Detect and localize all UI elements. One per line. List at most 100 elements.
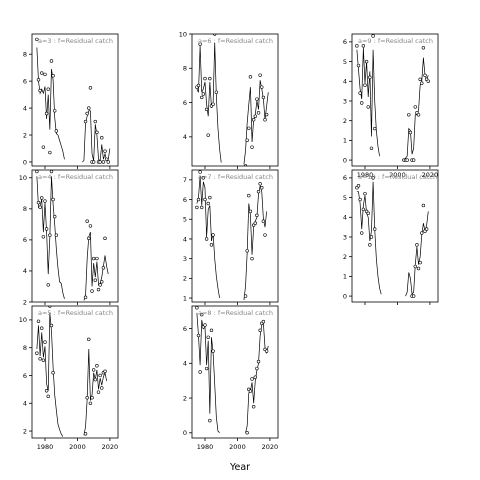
- panel-6: 0 1 2 3 4 5 6 a=10 : f=Residual catch: [343, 169, 439, 305]
- y-tick-label: 4: [343, 214, 347, 222]
- panel-3: 0 1 2 3 4 5 6 1980 2000 2020 a=9 : f=Residual catc…: [343, 33, 439, 179]
- observed-point: [48, 233, 52, 237]
- observed-point: [93, 377, 97, 382]
- observed-point: [49, 59, 54, 63]
- y-tick-label: 8: [183, 65, 187, 73]
- observed-point: [209, 328, 214, 333]
- x-tick-label: 2000: [69, 443, 86, 451]
- observed-point: [363, 83, 367, 87]
- observed-point: [85, 219, 89, 223]
- y-tick-label: 2: [23, 298, 27, 306]
- observed-point: [206, 201, 210, 206]
- observed-point: [261, 319, 266, 324]
- observed-point: [424, 227, 429, 231]
- observed-point: [248, 75, 253, 79]
- observed-point: [408, 130, 413, 135]
- observed-point: [405, 158, 409, 162]
- observed-point: [200, 312, 204, 317]
- observed-point: [209, 243, 214, 247]
- observed-point: [46, 394, 50, 399]
- observed-point: [38, 357, 42, 361]
- observed-point: [88, 86, 93, 90]
- observed-point: [200, 205, 204, 210]
- observed-point: [418, 260, 422, 265]
- panel-frame: [351, 169, 439, 303]
- observed-point: [413, 264, 417, 269]
- panel-frame: [191, 33, 279, 167]
- observed-point: [38, 88, 42, 93]
- observed-point: [247, 193, 251, 198]
- y-tick-label: 4: [23, 400, 27, 408]
- y-tick-label: 8: [23, 344, 27, 352]
- observed-point: [93, 278, 97, 282]
- observed-point: [364, 59, 369, 64]
- panel-title: a=6 : f=Residual catch: [198, 37, 273, 45]
- fitted-line: [356, 181, 429, 297]
- y-tick-label: 8: [23, 51, 27, 59]
- x-tick-label: 1980: [37, 443, 54, 451]
- y-tick-label: 0: [343, 292, 347, 300]
- y-tick-label: 2: [183, 275, 187, 283]
- y-tick-label: 4: [23, 104, 27, 112]
- observed-point: [91, 368, 96, 372]
- observed-point: [356, 63, 361, 68]
- observed-point: [198, 370, 202, 374]
- observed-point: [245, 431, 249, 435]
- fitted-line: [356, 47, 429, 161]
- observed-point: [248, 209, 253, 214]
- observed-point: [204, 366, 209, 371]
- observed-point: [51, 370, 55, 375]
- observed-point: [203, 197, 207, 202]
- observed-point: [369, 235, 374, 239]
- panel-4: 2 4 6 8 10 a=4 : f=Residual catch: [19, 169, 119, 306]
- observed-point: [38, 205, 42, 209]
- y-tick-label: 6: [183, 325, 187, 333]
- fitted-line: [196, 312, 269, 434]
- observed-point: [51, 197, 55, 202]
- panel-title: a=5 : f=Residual catch: [38, 309, 113, 317]
- y-tick-label: 5: [343, 58, 347, 66]
- observed-point: [260, 186, 264, 190]
- y-tick-label: 6: [183, 196, 187, 204]
- y-tick-label: 4: [183, 235, 187, 243]
- observed-point: [49, 323, 54, 328]
- observed-point: [369, 146, 374, 150]
- fitted-line: [196, 175, 267, 301]
- observed-point: [100, 280, 104, 284]
- observed-point: [208, 418, 212, 423]
- observed-point: [258, 328, 262, 333]
- x-tick-label: 2020: [262, 443, 279, 451]
- observed-point: [36, 319, 41, 323]
- observed-point: [256, 111, 261, 115]
- observed-point: [200, 95, 204, 100]
- y-tick-label: 1: [183, 294, 187, 302]
- observed-point: [91, 256, 96, 261]
- observed-point: [248, 389, 253, 393]
- observed-point: [368, 243, 372, 247]
- observed-point: [44, 389, 49, 393]
- x-tick-label: 1980: [197, 443, 214, 451]
- y-tick-label: 0: [343, 156, 347, 164]
- observed-point: [373, 227, 377, 231]
- x-tick-label: 2000: [229, 443, 246, 451]
- panel-frame: [191, 169, 279, 303]
- panel-7: 2 4 6 8 10 1980 2000 2020 a=5 : f=Residual catch: [19, 305, 119, 451]
- observed-point: [411, 158, 416, 162]
- observed-point: [198, 42, 202, 46]
- observed-point: [255, 366, 259, 371]
- observed-point: [93, 119, 97, 124]
- observed-point: [250, 145, 254, 149]
- panel-title: a=10 : f=Residual catch: [358, 173, 437, 181]
- y-tick-label: 4: [343, 78, 347, 86]
- observed-point: [96, 390, 101, 394]
- y-tick-label: 4: [23, 267, 27, 275]
- observed-point: [366, 211, 370, 216]
- observed-point: [358, 197, 362, 202]
- panel-frame: [191, 305, 279, 439]
- y-tick-label: 2: [23, 427, 27, 435]
- y-tick-label: 5: [343, 194, 347, 202]
- observed-point: [243, 294, 248, 298]
- observed-point: [214, 90, 219, 94]
- observed-point: [44, 227, 49, 231]
- y-tick-label: 3: [343, 233, 347, 241]
